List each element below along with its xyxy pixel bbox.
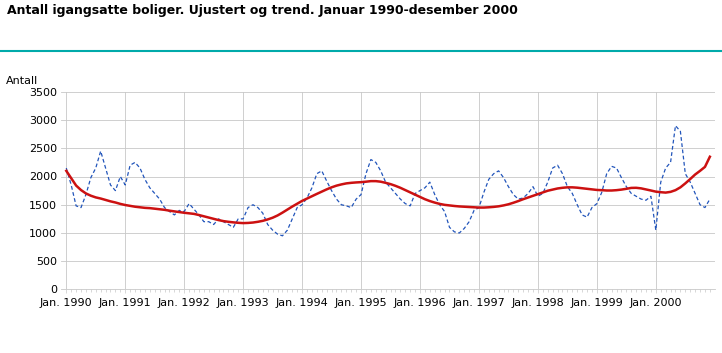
Antall boliger, ujustert — [62, 166, 71, 170]
Antall boliger, ujustert — [258, 211, 267, 215]
Legend: Antall boliger, ujustert, Antall boliger, trend: Antall boliger, ujustert, Antall boliger… — [220, 351, 556, 353]
Antall boliger, trend — [705, 155, 714, 159]
Antall boliger, ujustert — [671, 124, 680, 128]
Antall boliger, trend — [588, 187, 596, 191]
Antall boliger, ujustert — [278, 234, 287, 238]
Antall boliger, trend — [62, 169, 71, 173]
Antall boliger, trend — [141, 206, 149, 210]
Antall boliger, ujustert — [705, 197, 714, 201]
Line: Antall boliger, trend: Antall boliger, trend — [66, 157, 710, 223]
Antall boliger, ujustert — [583, 215, 591, 219]
Antall boliger, ujustert — [141, 177, 149, 181]
Antall boliger, trend — [264, 217, 272, 222]
Antall boliger, trend — [239, 221, 248, 225]
Antall boliger, trend — [116, 202, 125, 206]
Antall boliger, trend — [283, 208, 292, 212]
Text: Antall: Antall — [6, 76, 38, 86]
Antall boliger, trend — [583, 187, 591, 191]
Text: Antall igangsatte boliger. Ujustert og trend. Januar 1990-desember 2000: Antall igangsatte boliger. Ujustert og t… — [7, 4, 518, 17]
Line: Antall boliger, ujustert: Antall boliger, ujustert — [66, 126, 710, 236]
Antall boliger, ujustert — [283, 228, 292, 232]
Antall boliger, ujustert — [116, 174, 125, 179]
Antall boliger, ujustert — [588, 205, 596, 210]
